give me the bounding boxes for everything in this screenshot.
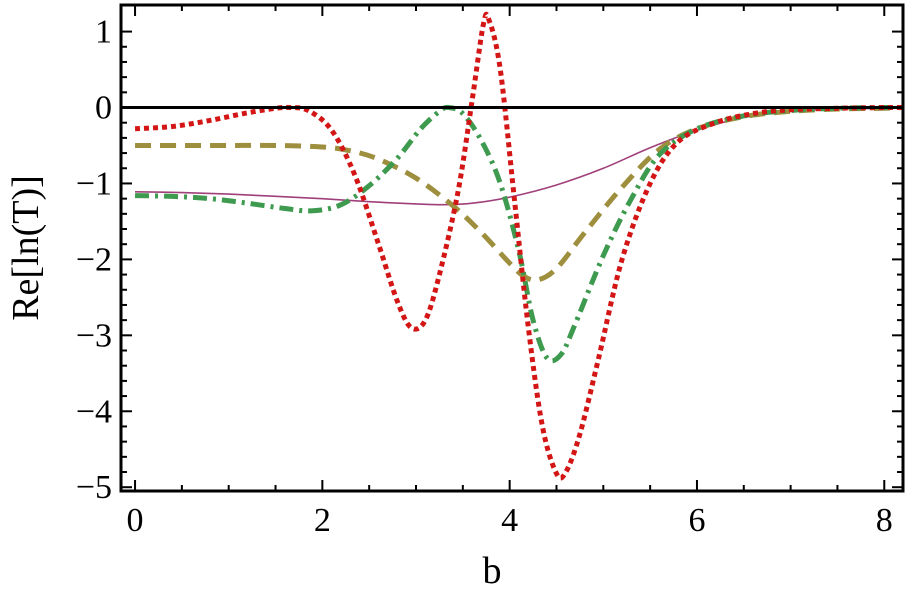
plot-frame [119,3,905,493]
series-line-dash-dot [134,104,903,364]
y-tick-label: −3 [76,317,112,354]
y-axis-title: Re[ln(T)] [5,175,47,321]
y-tick-label: 1 [95,14,112,51]
y-tick-label: −1 [76,165,112,202]
x-tick-label: 8 [876,502,893,539]
x-tick-label: 2 [314,502,331,539]
series-layer [134,11,903,481]
x-tick-label: 0 [127,502,144,539]
y-tick-label: −2 [76,241,112,278]
y-tick-label: −4 [76,393,112,430]
y-tick-label: −5 [76,469,112,506]
x-tick-label: 4 [501,502,518,539]
series-line-solid [135,106,903,206]
ticks-layer [121,5,903,491]
y-tick-label: 0 [95,90,112,127]
x-tick-label: 6 [688,502,705,539]
x-axis-title: b [483,550,502,589]
tick-labels-layer: 0 2 4 6 810−1−2−3−4−5 [76,14,893,539]
series-line-dotted [134,11,903,481]
